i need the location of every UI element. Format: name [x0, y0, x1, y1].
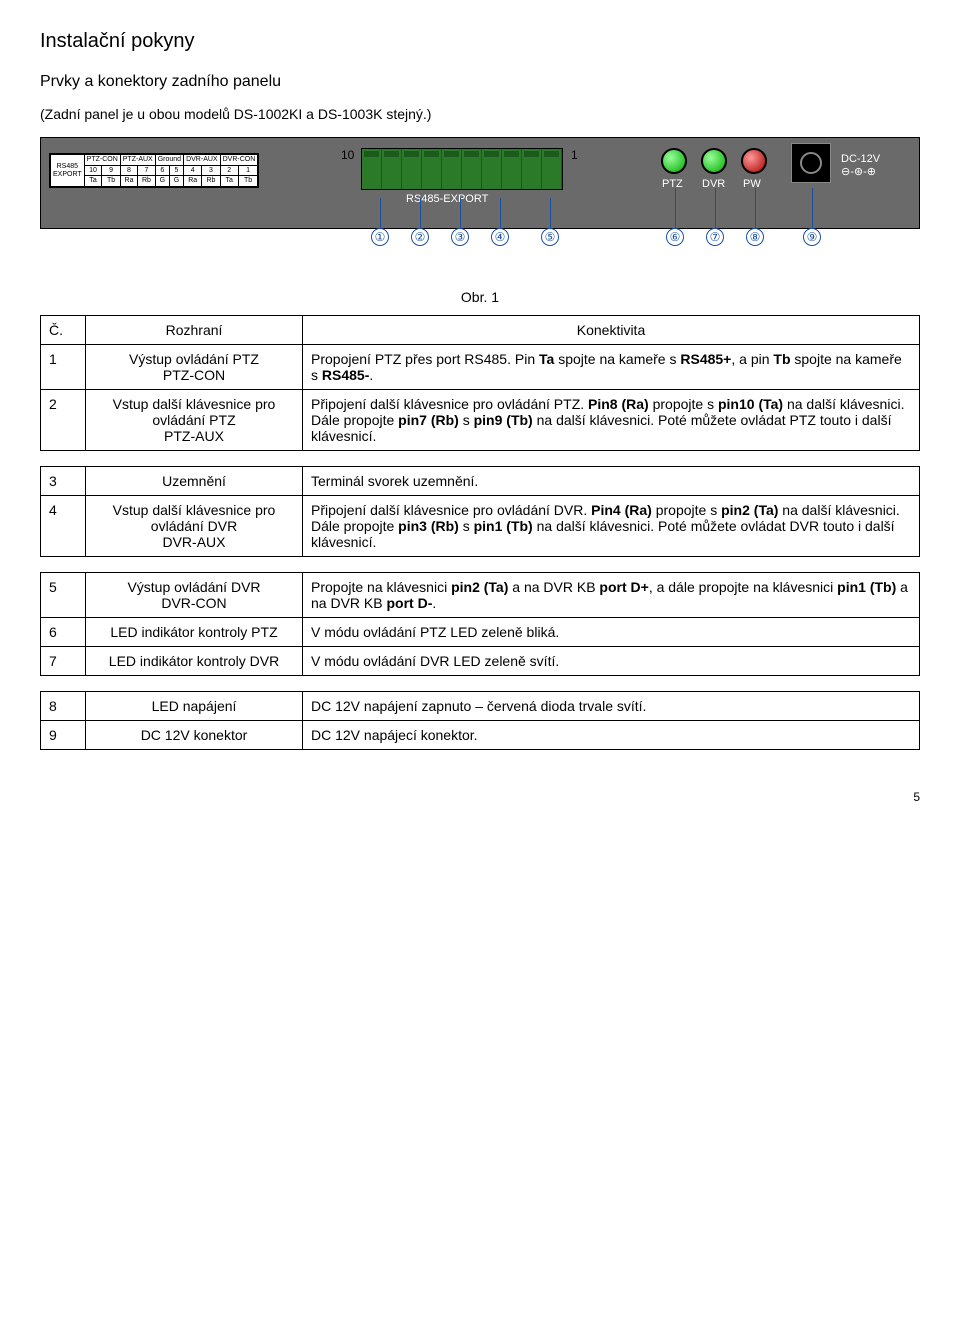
- callout-1: ①: [371, 228, 389, 246]
- section-title: Prvky a konektory zadního panelu: [40, 73, 920, 91]
- callout-3: ③: [451, 228, 469, 246]
- table-row: 5 Výstup ovládání DVRDVR-CON Propojte na…: [41, 573, 920, 618]
- table-row: 6 LED indikátor kontroly PTZ V módu ovlá…: [41, 618, 920, 647]
- connector-table-2: 3 Uzemnění Terminál svorek uzemnění. 4 V…: [40, 466, 920, 557]
- iface-cell: Výstup ovládání PTZPTZ-CON: [86, 345, 303, 390]
- conn-cell: Připojení další klávesnice pro ovládání …: [303, 390, 920, 451]
- header-conn: Konektivita: [303, 316, 920, 345]
- callout-6: ⑥: [666, 228, 684, 246]
- dc-jack-icon: [791, 143, 831, 183]
- iface-cell: Vstup další klávesnice pro ovládání DVRD…: [86, 496, 303, 557]
- ptz-led-icon: [661, 148, 687, 174]
- table-row: 4 Vstup další klávesnice pro ovládání DV…: [41, 496, 920, 557]
- callout-4: ④: [491, 228, 509, 246]
- page-title: Instalační pokyny: [40, 30, 920, 53]
- iface-cell: Vstup další klávesnice pro ovládání PTZP…: [86, 390, 303, 451]
- table-row: 9 DC 12V konektor DC 12V napájecí konekt…: [41, 721, 920, 750]
- terminal-block: [361, 148, 563, 190]
- page-number: 5: [40, 790, 920, 804]
- rs485-export-cell: RS485EXPORT: [51, 155, 85, 187]
- callout-5: ⑤: [541, 228, 559, 246]
- connector-table-3: 5 Výstup ovládání DVRDVR-CON Propojte na…: [40, 572, 920, 676]
- conn-cell: Propojení PTZ přes port RS485. Pin Ta sp…: [303, 345, 920, 390]
- callout-9: ⑨: [803, 228, 821, 246]
- connector-table-4: 8 LED napájení DC 12V napájení zapnuto –…: [40, 691, 920, 750]
- dvr-led-label: DVR: [702, 178, 725, 190]
- pin-label-box: RS485EXPORT PTZ-CON PTZ-AUX Ground DVR-A…: [49, 153, 259, 188]
- table-row: 8 LED napájení DC 12V napájení zapnuto –…: [41, 692, 920, 721]
- terminal-label-10: 10: [341, 148, 354, 162]
- dvr-led-icon: [701, 148, 727, 174]
- conn-cell: Připojení další klávesnice pro ovládání …: [303, 496, 920, 557]
- header-iface: Rozhraní: [86, 316, 303, 345]
- ptz-led-label: PTZ: [662, 178, 683, 190]
- pw-led-label: PW: [743, 178, 761, 190]
- callout-7: ⑦: [706, 228, 724, 246]
- callout-8: ⑧: [746, 228, 764, 246]
- section-note: (Zadní panel je u obou modelů DS-1002KI …: [40, 106, 920, 122]
- header-num: Č.: [41, 316, 86, 345]
- callout-2: ②: [411, 228, 429, 246]
- power-led-icon: [741, 148, 767, 174]
- connector-table-1: Č. Rozhraní Konektivita 1 Výstup ovládán…: [40, 315, 920, 451]
- table-row: 7 LED indikátor kontroly DVR V módu ovlá…: [41, 647, 920, 676]
- terminal-label-1: 1: [571, 148, 578, 162]
- conn-cell: Propojte na klávesnici pin2 (Ta) a na DV…: [303, 573, 920, 618]
- figure-caption: Obr. 1: [40, 289, 920, 305]
- table-row: 3 Uzemnění Terminál svorek uzemnění.: [41, 467, 920, 496]
- table-row: 2 Vstup další klávesnice pro ovládání PT…: [41, 390, 920, 451]
- rear-panel-diagram: RS485EXPORT PTZ-CON PTZ-AUX Ground DVR-A…: [40, 137, 920, 229]
- dc-label: DC-12V⊖-⊛-⊕: [841, 153, 880, 178]
- table-row: 1 Výstup ovládání PTZPTZ-CON Propojení P…: [41, 345, 920, 390]
- rs485-export-label: RS485-EXPORT: [406, 193, 488, 205]
- iface-cell: Výstup ovládání DVRDVR-CON: [86, 573, 303, 618]
